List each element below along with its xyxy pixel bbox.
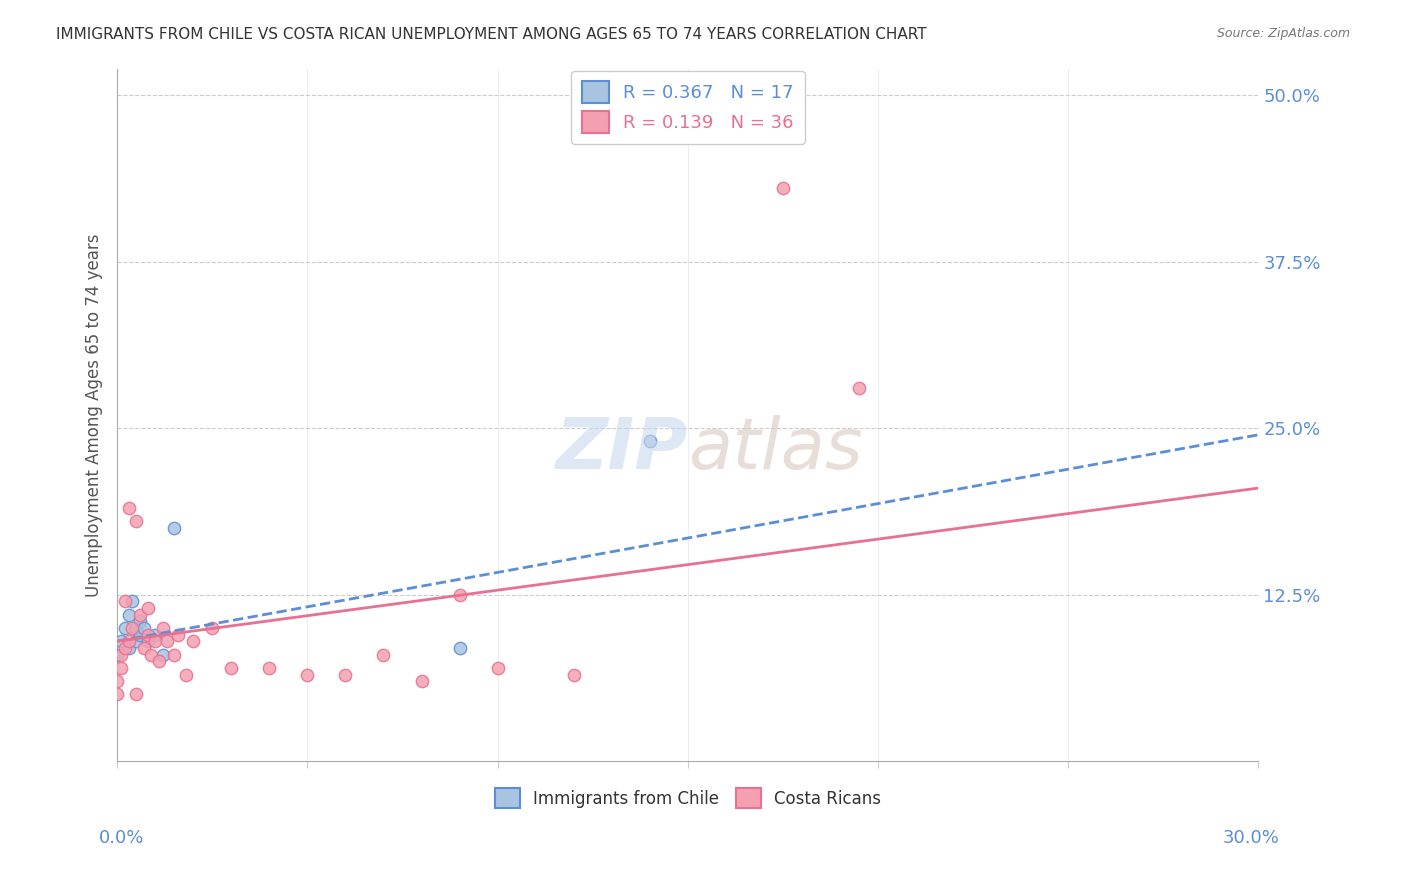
Point — [110, 661, 132, 675]
Point — [373, 648, 395, 662]
Point — [129, 614, 152, 628]
Point — [114, 621, 136, 635]
Point — [125, 634, 148, 648]
Point — [110, 648, 132, 662]
Text: atlas: atlas — [688, 415, 862, 484]
Point — [143, 627, 166, 641]
Point — [105, 674, 128, 689]
Point — [141, 648, 163, 662]
Point — [181, 634, 204, 648]
Point — [136, 601, 159, 615]
Point — [411, 674, 433, 689]
Point — [486, 661, 509, 675]
Point — [136, 627, 159, 641]
Point — [129, 627, 152, 641]
Point — [117, 501, 139, 516]
Point — [121, 594, 143, 608]
Point — [105, 648, 128, 662]
Point — [148, 654, 170, 668]
Text: 0.0%: 0.0% — [98, 829, 143, 847]
Point — [772, 181, 794, 195]
Point — [136, 634, 159, 648]
Point — [132, 640, 155, 655]
Point — [125, 621, 148, 635]
Point — [201, 621, 224, 635]
Point — [125, 514, 148, 528]
Text: IMMIGRANTS FROM CHILE VS COSTA RICAN UNEMPLOYMENT AMONG AGES 65 TO 74 YEARS CORR: IMMIGRANTS FROM CHILE VS COSTA RICAN UNE… — [56, 27, 927, 42]
Point — [163, 521, 186, 535]
Point — [152, 621, 174, 635]
Point — [221, 661, 243, 675]
Point — [132, 621, 155, 635]
Point — [129, 607, 152, 622]
Legend: Immigrants from Chile, Costa Ricans: Immigrants from Chile, Costa Ricans — [488, 781, 887, 815]
Text: ZIP: ZIP — [555, 415, 688, 484]
Point — [114, 640, 136, 655]
Text: 30.0%: 30.0% — [1223, 829, 1279, 847]
Point — [156, 634, 179, 648]
Point — [638, 434, 661, 449]
Y-axis label: Unemployment Among Ages 65 to 74 years: Unemployment Among Ages 65 to 74 years — [86, 233, 103, 597]
Point — [297, 667, 319, 681]
Point — [125, 688, 148, 702]
Point — [167, 627, 190, 641]
Point — [152, 648, 174, 662]
Point — [449, 588, 471, 602]
Point — [105, 688, 128, 702]
Point — [259, 661, 281, 675]
Point — [143, 634, 166, 648]
Point — [117, 607, 139, 622]
Point — [562, 667, 585, 681]
Text: Source: ZipAtlas.com: Source: ZipAtlas.com — [1216, 27, 1350, 40]
Point — [114, 594, 136, 608]
Point — [335, 667, 357, 681]
Point — [449, 640, 471, 655]
Point — [121, 621, 143, 635]
Point — [110, 634, 132, 648]
Point — [117, 640, 139, 655]
Point — [117, 634, 139, 648]
Point — [163, 648, 186, 662]
Point — [848, 381, 870, 395]
Point — [174, 667, 197, 681]
